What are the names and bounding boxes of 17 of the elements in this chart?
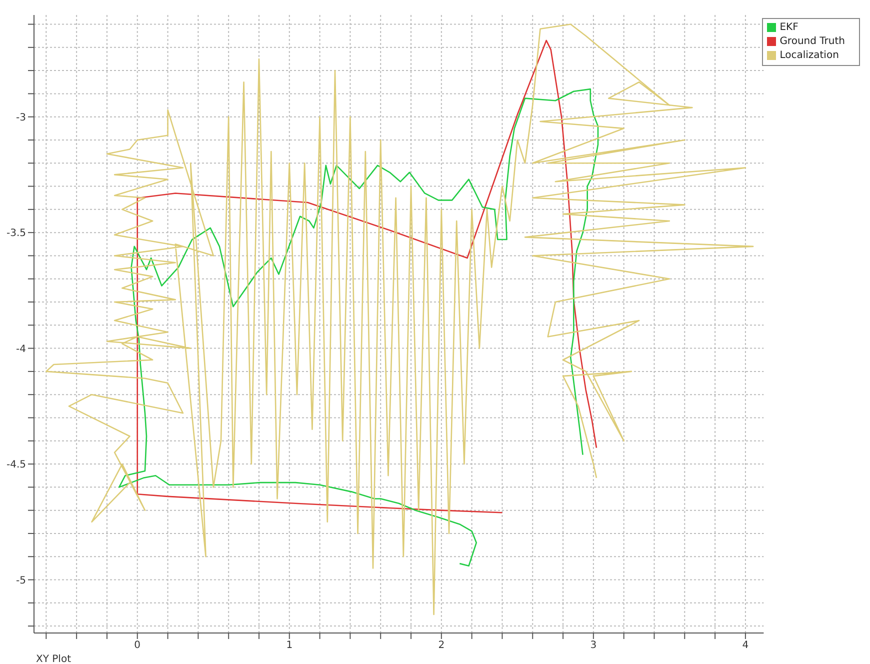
x-tick-label: 0	[134, 640, 141, 652]
y-tick-label: -3	[16, 112, 26, 124]
legend-label: EKF	[780, 22, 798, 33]
y-tick-label: -4	[16, 344, 26, 355]
line-series	[46, 24, 754, 616]
line-series	[136, 40, 598, 514]
y-tick-label: -4.5	[6, 460, 26, 471]
x-tick-label: 3	[590, 640, 597, 652]
line-series	[118, 88, 599, 567]
legend-label: Localization	[780, 50, 839, 61]
y-tick-label: -3.5	[6, 228, 26, 240]
legend-label: Ground Truth	[780, 36, 845, 47]
y-tick-label: -5	[16, 575, 26, 586]
x-tick-label: 2	[438, 640, 445, 652]
x-axis-title: XY Plot	[36, 654, 72, 664]
x-tick-label: 4	[742, 640, 749, 652]
x-tick-label: 1	[286, 640, 293, 652]
